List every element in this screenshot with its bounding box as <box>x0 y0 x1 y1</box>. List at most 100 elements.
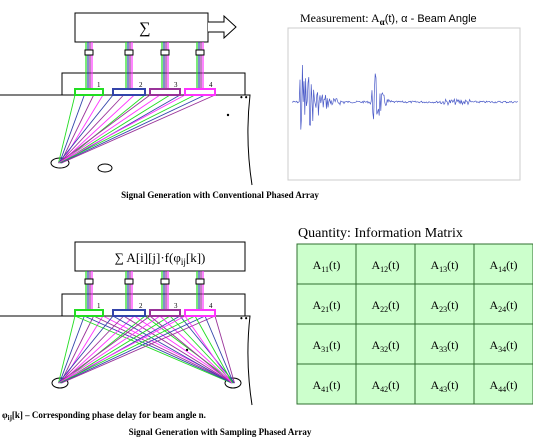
matrix-entry: A42(t) <box>372 378 400 394</box>
beam <box>59 94 85 164</box>
note-part: φ <box>2 410 8 420</box>
beam <box>61 315 216 384</box>
beam <box>61 94 104 164</box>
formula-box <box>74 241 246 272</box>
element-number: 3 <box>174 81 178 89</box>
matrix-entry: A23(t) <box>431 298 459 314</box>
output-arrow <box>208 14 237 40</box>
formula-part: [k]) <box>186 250 206 265</box>
entry-suffix: (t) <box>447 378 458 392</box>
entry-index: 41 <box>321 385 329 394</box>
entry-index: 11 <box>321 265 329 274</box>
beam <box>58 94 186 164</box>
element-number: 2 <box>139 81 143 89</box>
connector <box>195 278 205 285</box>
entry-index: 22 <box>380 305 388 314</box>
element <box>184 88 216 96</box>
matrix-entry: A44(t) <box>490 378 518 394</box>
entry-index: 34 <box>498 345 506 354</box>
beam <box>84 315 233 384</box>
matrix-entry: A32(t) <box>372 338 400 354</box>
sum-box <box>74 12 209 43</box>
formula-part: ∑ A[i][j]·f(φ <box>115 250 181 265</box>
matrix-entry: A33(t) <box>431 338 459 354</box>
entry-suffix: (t) <box>329 338 340 352</box>
beam <box>58 315 114 384</box>
entry-index: 24 <box>498 305 506 314</box>
beam <box>123 315 233 384</box>
phase-note: φij[k] – Corresponding phase delay for b… <box>2 410 206 422</box>
beam <box>60 94 135 164</box>
entry-suffix: (t) <box>388 378 399 392</box>
matrix-entry: A43(t) <box>431 378 459 394</box>
beam <box>59 94 124 164</box>
entry-suffix: (t) <box>447 338 458 352</box>
beam <box>58 94 76 164</box>
defect-dot <box>185 348 189 352</box>
matrix-entry: A34(t) <box>490 338 518 354</box>
matrix-cell <box>473 323 533 365</box>
connector <box>124 49 134 56</box>
defect-dot <box>226 113 230 117</box>
matrix-entry: A13(t) <box>431 258 459 274</box>
beam <box>61 94 146 164</box>
title-sub: α <box>380 17 385 27</box>
element-number: 3 <box>174 302 178 310</box>
matrix-entry: A24(t) <box>490 298 518 314</box>
entry-symbol: A <box>431 378 440 392</box>
element-number: 1 <box>97 302 101 310</box>
element <box>149 309 181 317</box>
caption: Signal Generation with Sampling Phased A… <box>129 427 312 437</box>
entry-suffix: (t) <box>388 338 399 352</box>
beam <box>59 315 196 384</box>
entry-index: 31 <box>321 345 329 354</box>
more-dots: • • <box>240 93 248 102</box>
entry-suffix: (t) <box>447 298 458 312</box>
entry-index: 13 <box>439 265 447 274</box>
matrix-cell <box>473 243 533 285</box>
beam <box>61 315 146 384</box>
connector <box>195 49 205 56</box>
matrix-cell <box>296 323 357 365</box>
connector <box>160 49 170 56</box>
note-part: [k] – Corresponding phase delay for beam… <box>12 410 206 420</box>
element-number: 2 <box>139 302 143 310</box>
defect <box>97 163 113 173</box>
entry-index: 12 <box>380 265 388 274</box>
entry-symbol: A <box>313 258 322 272</box>
element-number: 1 <box>97 81 101 89</box>
entry-index: 14 <box>498 265 506 274</box>
note-sub: ij <box>8 414 12 422</box>
entry-symbol: A <box>372 298 381 312</box>
title-part: (t), α - Beam Angle <box>385 13 477 25</box>
entry-symbol: A <box>313 378 322 392</box>
entry-suffix: (t) <box>388 298 399 312</box>
entry-symbol: A <box>372 338 381 352</box>
element <box>184 309 216 317</box>
beam <box>204 315 234 384</box>
connector <box>84 278 94 285</box>
matrix-cell <box>414 363 475 405</box>
beam <box>60 315 206 384</box>
entry-symbol: A <box>313 298 322 312</box>
beam <box>60 315 135 384</box>
matrix-cell <box>414 243 475 285</box>
element <box>112 309 146 317</box>
beam <box>184 315 232 384</box>
specimen-edge <box>0 94 253 186</box>
beam <box>58 315 186 384</box>
element <box>74 309 104 317</box>
entry-suffix: (t) <box>506 258 517 272</box>
matrix-cell <box>296 363 357 405</box>
entry-index: 44 <box>498 385 506 394</box>
entry-suffix: (t) <box>329 378 340 392</box>
matrix-cell <box>414 323 475 365</box>
beam <box>59 94 161 164</box>
beam <box>159 315 233 384</box>
matrix-entry: A22(t) <box>372 298 400 314</box>
caption: Signal Generation with Conventional Phas… <box>121 190 319 200</box>
beam <box>61 94 216 164</box>
entry-index: 32 <box>380 345 388 354</box>
entry-symbol: A <box>490 338 499 352</box>
